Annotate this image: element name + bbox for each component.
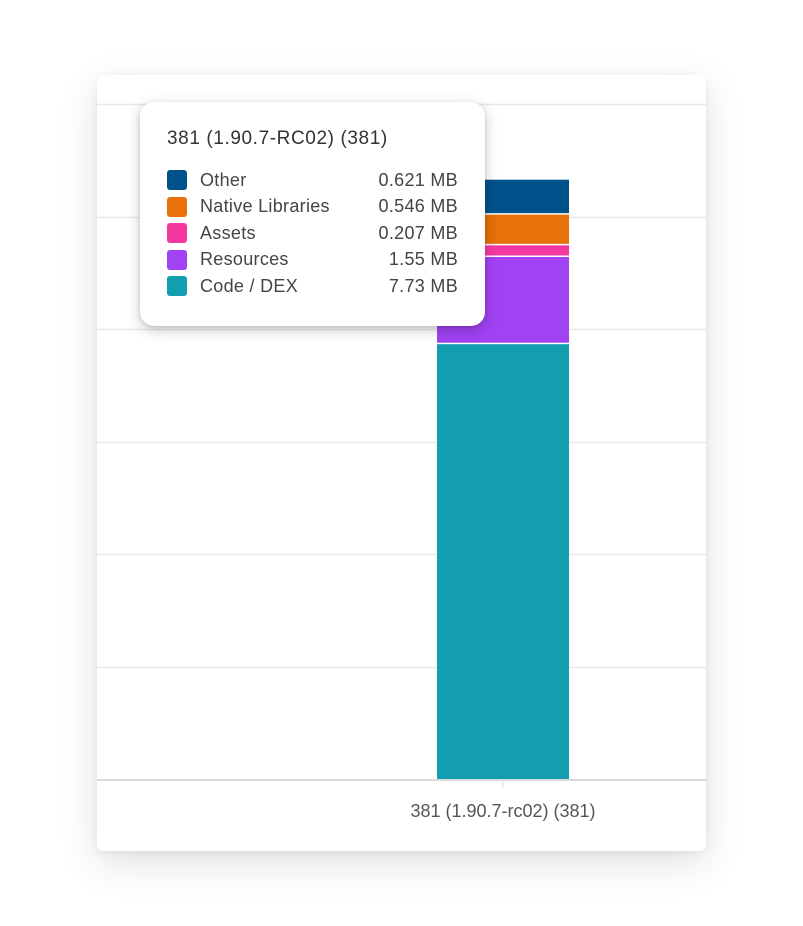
tooltip-series-value: 0.207 MB xyxy=(378,222,458,243)
tooltip-series-name: Resources xyxy=(200,249,289,270)
tooltip-series-name: Native Libraries xyxy=(200,196,330,217)
legend-swatch xyxy=(167,223,187,244)
tooltip-series-name: Other xyxy=(200,169,247,190)
tooltip-series-name: Code / DEX xyxy=(200,275,299,296)
legend-swatch xyxy=(167,249,187,270)
tooltip-series-name: Assets xyxy=(200,222,256,243)
legend-swatch xyxy=(167,170,187,191)
x-tick-label: 381 (1.90.7-rc02) (381) xyxy=(410,801,595,821)
tooltip-row: Resources 1.55 MB xyxy=(167,247,458,274)
tooltip-list: Other 0.621 MB Native Libraries 0.546 MB Ass… xyxy=(167,167,458,300)
tooltip-series-value: 0.621 MB xyxy=(378,169,458,190)
tooltip-row: Other 0.621 MB xyxy=(167,167,458,194)
tooltip-series-value: 7.73 MB xyxy=(388,275,458,296)
tooltip-row: Assets 0.207 MB xyxy=(167,220,458,247)
bar-segment xyxy=(437,245,569,256)
tooltip-series-value: 1.55 MB xyxy=(388,249,458,270)
bar-segment xyxy=(437,344,569,779)
tooltip-row: Code / DEX 7.73 MB xyxy=(167,273,458,300)
legend-swatch xyxy=(167,196,187,217)
tooltip-row: Native Libraries 0.546 MB xyxy=(167,194,458,221)
tooltip-series-value: 0.546 MB xyxy=(378,196,458,217)
tooltip-title: 381 (1.90.7-RC02) (381) xyxy=(167,128,388,149)
chart-tooltip: 381 (1.90.7-RC02) (381) Other 0.621 MB Nat… xyxy=(140,102,485,326)
legend-swatch xyxy=(167,276,187,297)
